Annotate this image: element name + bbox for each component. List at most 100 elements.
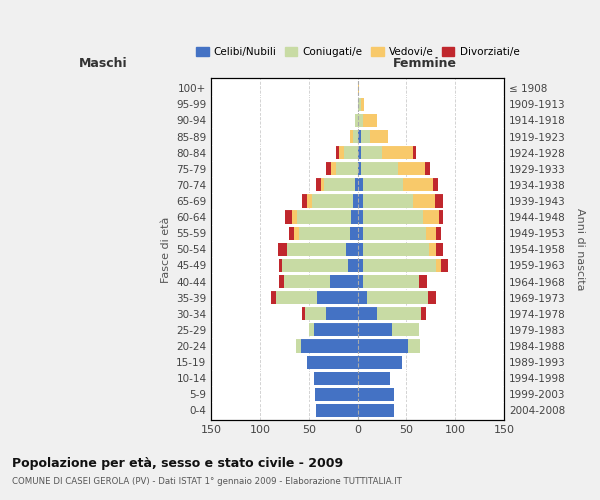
Bar xyxy=(315,388,358,401)
Bar xyxy=(297,210,351,224)
Bar xyxy=(358,82,359,95)
Bar xyxy=(409,340,420,352)
Bar xyxy=(358,194,362,207)
Bar xyxy=(276,291,317,304)
Bar xyxy=(316,404,358,417)
Bar xyxy=(362,210,423,224)
Bar xyxy=(351,210,358,224)
Bar xyxy=(320,178,323,192)
Bar xyxy=(398,162,425,175)
Bar xyxy=(301,340,358,352)
Bar xyxy=(331,275,358,288)
Bar xyxy=(361,146,382,159)
Bar xyxy=(433,178,437,192)
Bar xyxy=(355,178,358,192)
Bar xyxy=(292,210,297,224)
Bar xyxy=(358,307,377,320)
Bar xyxy=(426,226,436,240)
Bar xyxy=(307,356,358,368)
Bar xyxy=(358,146,361,159)
Bar xyxy=(361,130,370,143)
Y-axis label: Anni di nascita: Anni di nascita xyxy=(575,208,585,290)
Bar xyxy=(278,242,287,256)
Bar xyxy=(350,226,358,240)
Bar xyxy=(423,210,439,224)
Bar xyxy=(350,130,353,143)
Bar xyxy=(353,130,358,143)
Bar xyxy=(312,194,353,207)
Bar xyxy=(377,307,421,320)
Bar xyxy=(326,162,331,175)
Bar xyxy=(358,242,362,256)
Bar xyxy=(370,130,388,143)
Bar xyxy=(428,291,436,304)
Bar xyxy=(302,194,307,207)
Bar xyxy=(362,178,403,192)
Bar xyxy=(367,291,428,304)
Bar xyxy=(309,324,314,336)
Bar xyxy=(314,324,358,336)
Bar xyxy=(331,162,336,175)
Bar xyxy=(362,275,419,288)
Bar xyxy=(436,259,440,272)
Bar xyxy=(358,98,361,111)
Bar xyxy=(314,372,358,385)
Bar xyxy=(439,210,443,224)
Bar xyxy=(353,194,358,207)
Bar xyxy=(440,259,448,272)
Bar xyxy=(382,146,413,159)
Bar xyxy=(413,146,416,159)
Bar xyxy=(358,259,362,272)
Bar xyxy=(278,259,281,272)
Bar xyxy=(358,372,390,385)
Bar xyxy=(281,259,348,272)
Bar xyxy=(435,194,443,207)
Bar xyxy=(289,226,294,240)
Bar xyxy=(362,194,413,207)
Bar xyxy=(358,226,362,240)
Text: Femmine: Femmine xyxy=(393,57,457,70)
Bar xyxy=(436,226,440,240)
Bar xyxy=(362,226,426,240)
Bar xyxy=(361,98,364,111)
Bar xyxy=(362,242,429,256)
Bar xyxy=(429,242,436,256)
Bar xyxy=(358,404,394,417)
Bar xyxy=(358,340,409,352)
Bar xyxy=(348,259,358,272)
Bar xyxy=(302,307,305,320)
Bar xyxy=(284,275,331,288)
Bar xyxy=(287,242,346,256)
Bar xyxy=(358,162,361,175)
Text: COMUNE DI CASEI GEROLA (PV) - Dati ISTAT 1° gennaio 2009 - Elaborazione TUTTITAL: COMUNE DI CASEI GEROLA (PV) - Dati ISTAT… xyxy=(12,478,402,486)
Bar xyxy=(358,130,361,143)
Bar xyxy=(358,178,362,192)
Bar xyxy=(323,178,355,192)
Bar xyxy=(336,146,339,159)
Bar xyxy=(362,259,436,272)
Bar xyxy=(358,210,362,224)
Bar xyxy=(355,114,358,127)
Bar xyxy=(392,324,419,336)
Bar xyxy=(361,162,398,175)
Bar xyxy=(326,307,358,320)
Text: Maschi: Maschi xyxy=(79,57,127,70)
Bar xyxy=(316,178,320,192)
Bar xyxy=(425,162,430,175)
Bar xyxy=(336,162,358,175)
Bar xyxy=(294,226,299,240)
Bar xyxy=(305,307,326,320)
Bar xyxy=(358,114,362,127)
Bar xyxy=(358,388,394,401)
Bar xyxy=(271,291,276,304)
Bar xyxy=(362,114,377,127)
Bar xyxy=(358,324,392,336)
Text: Popolazione per età, sesso e stato civile - 2009: Popolazione per età, sesso e stato civil… xyxy=(12,458,343,470)
Bar xyxy=(296,340,301,352)
Bar xyxy=(346,242,358,256)
Bar xyxy=(339,146,344,159)
Y-axis label: Fasce di età: Fasce di età xyxy=(161,216,170,282)
Bar xyxy=(358,291,367,304)
Bar xyxy=(421,307,426,320)
Bar xyxy=(413,194,435,207)
